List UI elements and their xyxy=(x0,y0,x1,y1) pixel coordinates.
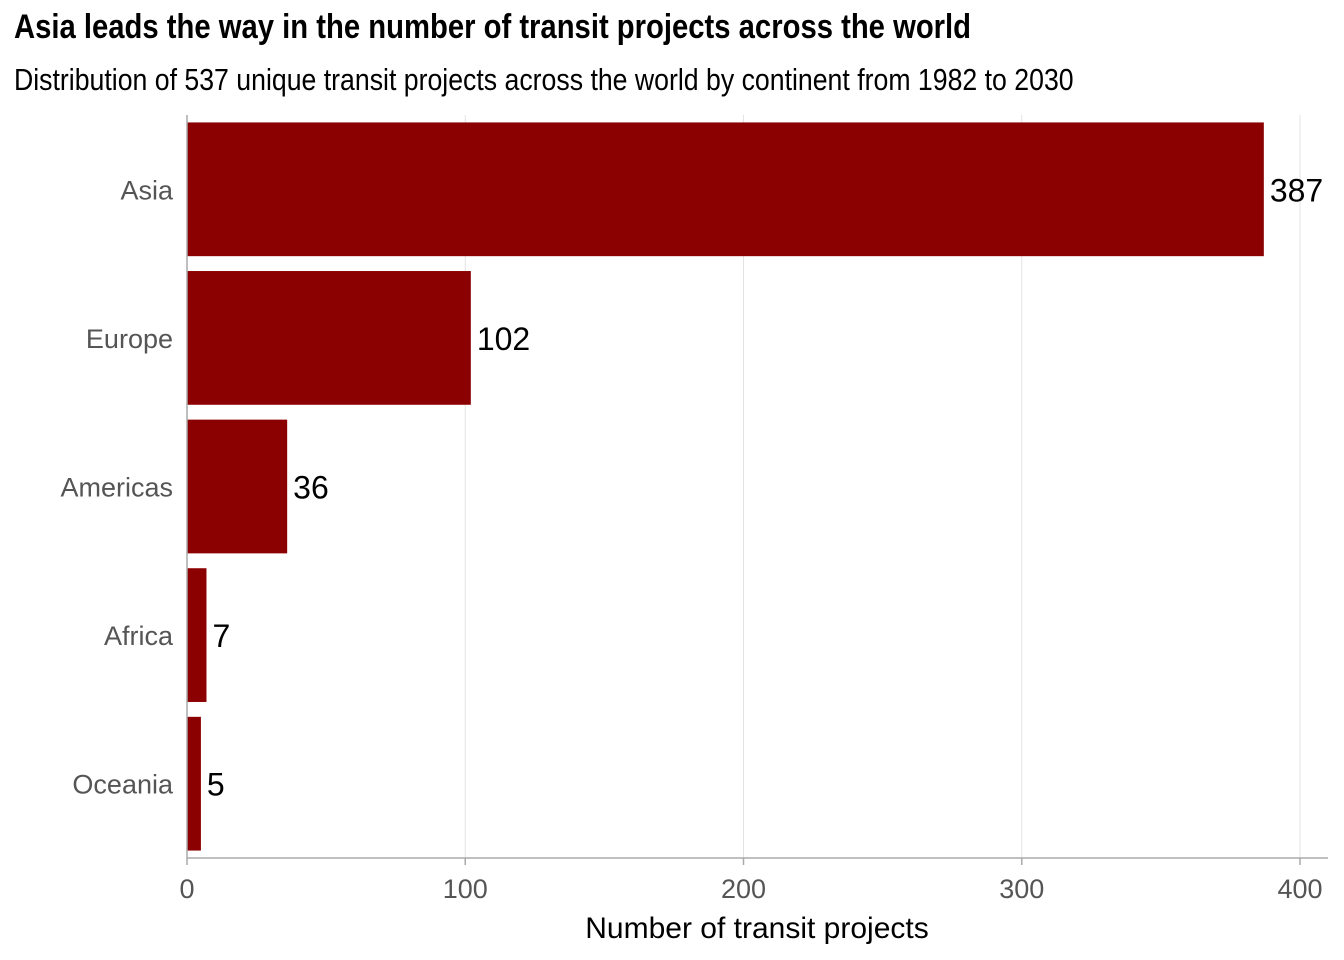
value-label-europe: 102 xyxy=(477,321,530,357)
x-tick-label-400: 400 xyxy=(1277,874,1322,904)
x-axis-title: Number of transit projects xyxy=(585,912,928,945)
bar-africa xyxy=(187,568,207,702)
category-label-americas: Americas xyxy=(60,473,173,503)
bar-asia xyxy=(187,122,1264,257)
bar-oceania xyxy=(187,716,201,851)
bars xyxy=(187,122,1264,851)
value-label-asia: 387 xyxy=(1270,172,1323,208)
bar-americas xyxy=(187,419,288,554)
axes: 0 100 200 300 400 xyxy=(179,115,1328,904)
x-tick-label-100: 100 xyxy=(443,874,488,904)
x-tick-label-300: 300 xyxy=(999,874,1044,904)
x-tick-label-0: 0 xyxy=(179,874,194,904)
chart-subtitle: Distribution of 537 unique transit proje… xyxy=(14,62,1074,97)
value-label-oceania: 5 xyxy=(207,767,225,803)
value-label-africa: 7 xyxy=(212,618,230,654)
value-label-americas: 36 xyxy=(293,470,329,506)
bar-europe xyxy=(187,271,471,405)
x-tick-label-200: 200 xyxy=(721,874,766,904)
chart-title: Asia leads the way in the number of tran… xyxy=(14,8,972,46)
category-label-asia: Asia xyxy=(120,175,174,205)
category-label-oceania: Oceania xyxy=(72,770,174,800)
category-label-africa: Africa xyxy=(104,621,174,651)
category-label-europe: Europe xyxy=(86,324,173,354)
labels: Asia 387 Europe 102 Americas 36 Africa 7 Oceania… xyxy=(60,172,1323,802)
